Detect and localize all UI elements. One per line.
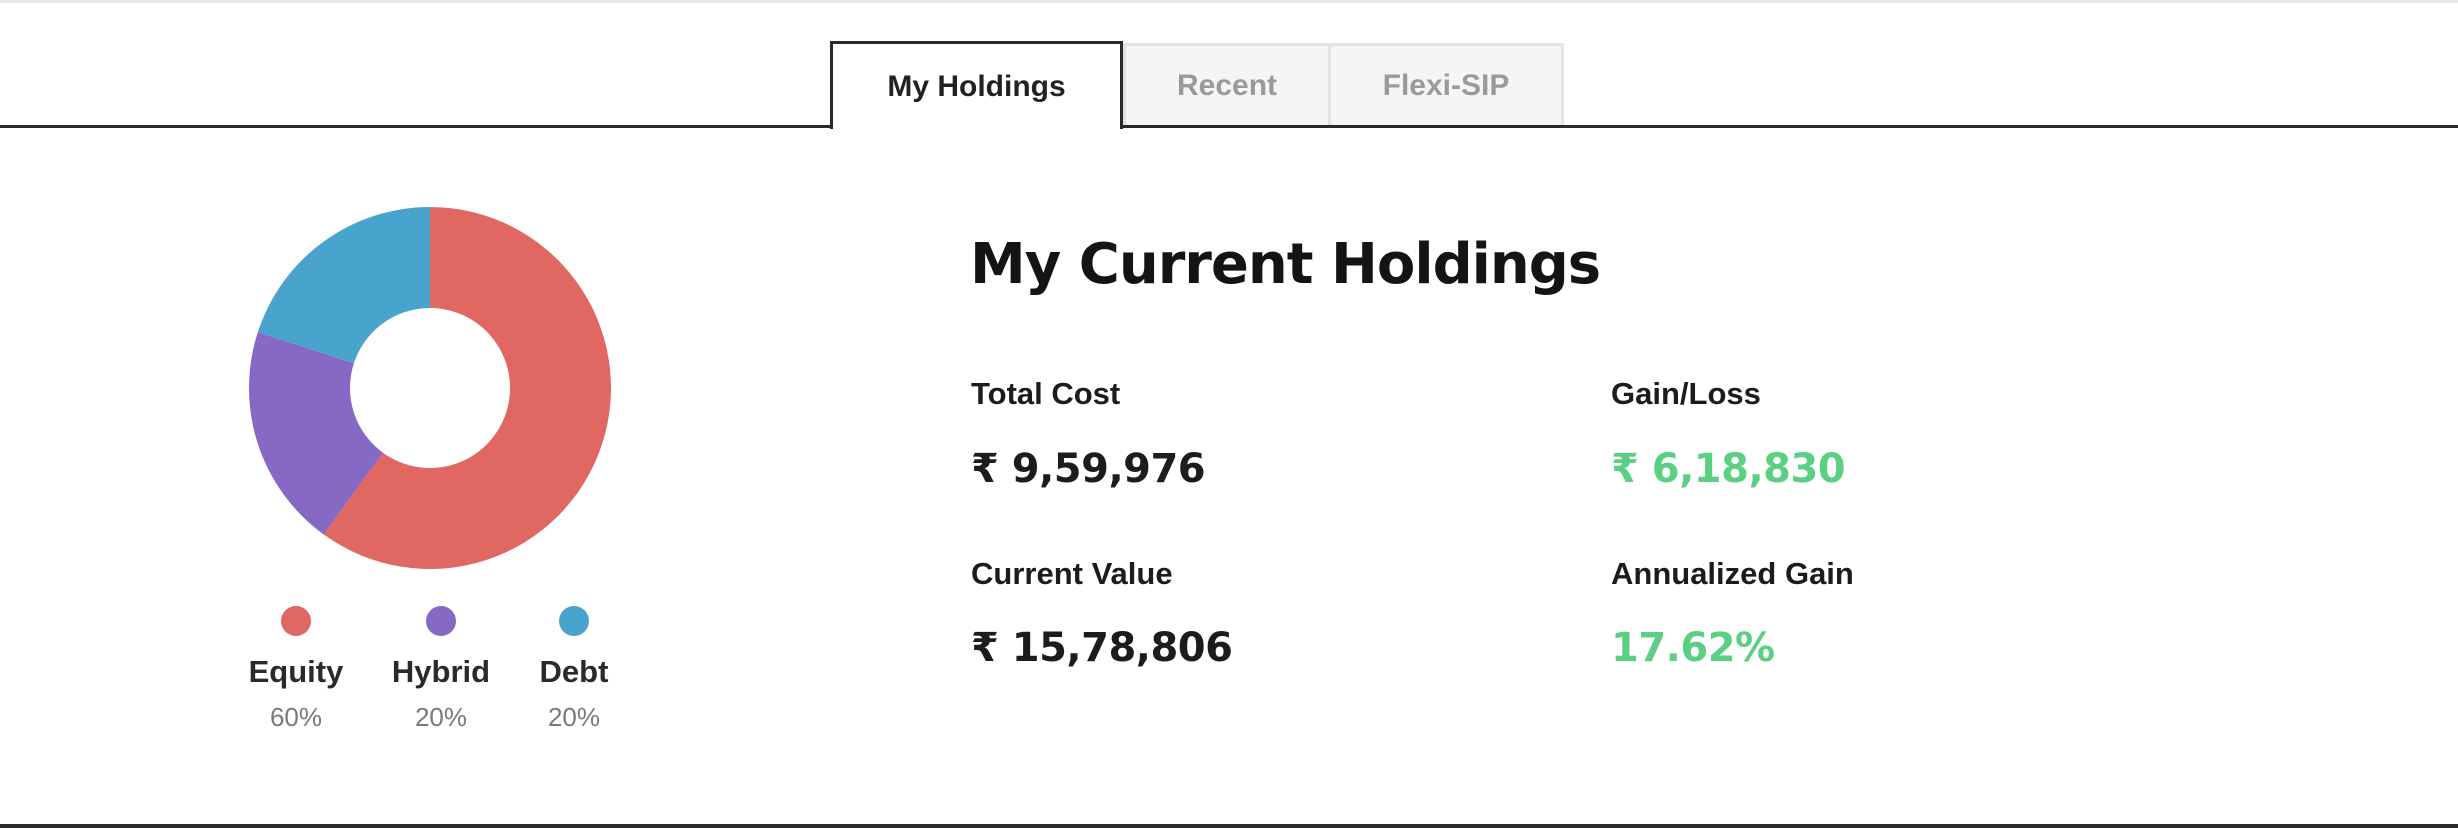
donut-slice-equity bbox=[323, 207, 611, 569]
annualized-gain-label: Annualized Gain bbox=[1611, 556, 1854, 591]
annualized-gain-value: 17.62% bbox=[1611, 625, 1775, 671]
legend-pct-debt: 20% bbox=[547, 702, 601, 732]
total-cost-label: Total Cost bbox=[971, 376, 1121, 411]
legend-dot-debt bbox=[559, 606, 589, 636]
tab-flexi-sip[interactable]: Flexi-SIP bbox=[1331, 43, 1564, 126]
current-value-label: Current Value bbox=[971, 556, 1173, 591]
legend-dot-hybrid bbox=[426, 606, 456, 636]
legend-label-hybrid: Hybrid bbox=[391, 654, 491, 689]
legend-item-equity: Equity 60% bbox=[226, 606, 366, 733]
tab-my-holdings-label: My Holdings bbox=[887, 69, 1066, 103]
legend-label-equity: Equity bbox=[248, 654, 344, 689]
current-value-value: ₹ 15,78,806 bbox=[971, 625, 1233, 671]
legend-pct-equity: 60% bbox=[269, 702, 323, 732]
legend-item-debt: Debt 20% bbox=[504, 606, 644, 733]
top-border bbox=[0, 0, 2458, 3]
tab-recent-label: Recent bbox=[1176, 69, 1278, 102]
donut-slice-hybrid bbox=[249, 332, 383, 535]
gain-loss-value: ₹ 6,18,830 bbox=[1611, 446, 1846, 492]
holdings-title: My Current Holdings bbox=[970, 232, 1601, 297]
legend-dot-equity bbox=[281, 606, 311, 636]
tab-flexi-sip-label: Flexi-SIP bbox=[1382, 69, 1510, 102]
tab-recent[interactable]: Recent bbox=[1123, 43, 1331, 126]
tab-my-holdings[interactable]: My Holdings bbox=[830, 41, 1123, 129]
legend-item-hybrid: Hybrid 20% bbox=[371, 606, 511, 733]
legend-label-debt: Debt bbox=[539, 654, 609, 689]
total-cost-value: ₹ 9,59,976 bbox=[971, 446, 1206, 492]
legend-pct-hybrid: 20% bbox=[414, 702, 468, 732]
donut-slice-debt bbox=[257, 207, 430, 364]
allocation-donut-chart bbox=[249, 207, 611, 569]
bottom-border bbox=[0, 824, 2458, 828]
gain-loss-label: Gain/Loss bbox=[1611, 376, 1761, 411]
tab-bar-divider bbox=[0, 125, 2458, 128]
